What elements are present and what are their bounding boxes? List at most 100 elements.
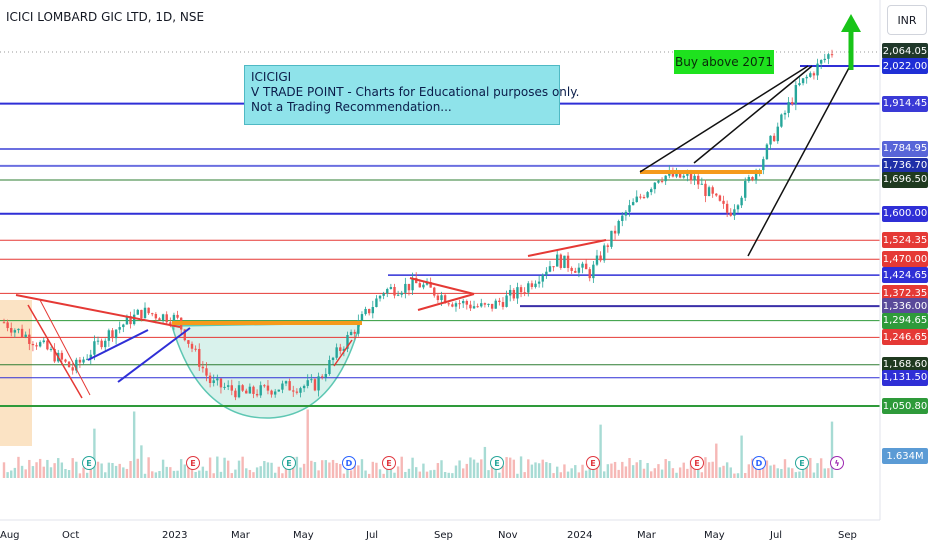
volume-bar xyxy=(733,473,736,478)
candle-body xyxy=(433,287,436,296)
event-marker[interactable]: E xyxy=(186,456,200,470)
candle-body xyxy=(599,255,602,261)
volume-bar xyxy=(765,460,769,478)
candle-body xyxy=(35,345,38,347)
event-marker[interactable]: E xyxy=(586,456,600,470)
volume-bar xyxy=(501,465,505,478)
volume-bar xyxy=(154,472,158,478)
volume-bar xyxy=(461,468,465,478)
candle-body xyxy=(780,114,783,127)
event-marker[interactable]: E xyxy=(382,456,396,470)
candle-body xyxy=(28,334,31,344)
candle-body xyxy=(100,340,103,348)
volume-bar xyxy=(198,470,201,478)
candle-body xyxy=(505,295,508,307)
volume-bar xyxy=(660,469,664,478)
volume-bar xyxy=(574,465,577,478)
candle-body xyxy=(725,203,729,213)
candle-body xyxy=(136,309,139,315)
candle-body xyxy=(78,359,82,363)
candle-body xyxy=(617,221,620,234)
candle-body xyxy=(317,376,320,391)
volume-bar xyxy=(234,469,237,478)
volume-bar xyxy=(31,466,35,478)
annotation-line: ICICIGI xyxy=(251,70,292,84)
event-marker[interactable]: E xyxy=(690,456,704,470)
candle-body xyxy=(798,83,801,86)
volume-bar xyxy=(382,473,385,478)
candle-body xyxy=(306,380,309,386)
candle-body xyxy=(328,360,331,374)
candle-body xyxy=(519,287,523,293)
volume-bar xyxy=(653,468,657,478)
event-marker[interactable]: E xyxy=(82,456,96,470)
volume-bar xyxy=(711,461,714,478)
x-axis-tick: Aug xyxy=(0,530,20,541)
event-marker[interactable]: D xyxy=(752,456,766,470)
candle-body xyxy=(498,300,501,303)
candle-body xyxy=(425,282,429,285)
volume-bar xyxy=(147,457,150,478)
trend-line xyxy=(417,293,475,311)
candle-body xyxy=(707,187,711,197)
volume-bar xyxy=(498,472,501,478)
volume-bar xyxy=(787,467,790,478)
event-marker[interactable]: E xyxy=(282,456,296,470)
volume-bar xyxy=(49,467,53,478)
candle-body xyxy=(371,307,375,314)
volume-bar xyxy=(143,473,147,478)
volume-bar xyxy=(317,470,320,478)
currency-button[interactable]: INR xyxy=(887,5,927,35)
candle-body xyxy=(783,112,787,115)
candle-body xyxy=(429,282,432,288)
candle-body xyxy=(559,254,563,268)
volume-bar xyxy=(429,470,432,478)
volume-bar xyxy=(418,471,422,478)
volume-bar xyxy=(78,473,82,478)
price-level-label: 1,294.65 xyxy=(882,312,928,329)
volume-bar xyxy=(819,458,823,478)
volume-bar xyxy=(89,463,92,478)
candle-body xyxy=(483,303,487,305)
volume-bar xyxy=(581,464,584,478)
volume-bar xyxy=(740,435,743,478)
volume-bar xyxy=(635,462,638,478)
candle-body xyxy=(537,281,541,284)
trend-line xyxy=(409,277,475,295)
event-marker[interactable]: ϟ xyxy=(830,456,844,470)
candle-body xyxy=(548,266,552,272)
candle-body xyxy=(360,314,364,321)
x-axis-tick: May xyxy=(293,530,314,541)
volume-bar xyxy=(57,458,60,478)
candle-body xyxy=(208,375,212,384)
event-marker[interactable]: D xyxy=(342,456,356,470)
volume-bar xyxy=(613,461,617,478)
candle-body xyxy=(158,318,161,321)
candle-body xyxy=(284,381,288,384)
volume-bar xyxy=(161,459,165,478)
candle-body xyxy=(472,306,476,309)
x-axis-tick: Jul xyxy=(366,530,379,541)
candle-body xyxy=(248,386,252,394)
volume-bar xyxy=(621,461,624,478)
volume-bar xyxy=(118,463,121,478)
volume-bar xyxy=(273,472,277,478)
candle-body xyxy=(85,358,89,360)
event-marker[interactable]: E xyxy=(490,456,504,470)
candle-body xyxy=(592,264,595,279)
candle-body xyxy=(613,230,617,234)
candle-body xyxy=(512,289,516,299)
candle-body xyxy=(711,187,714,194)
price-level-label: 1,050.80 xyxy=(882,398,928,414)
volume-bar xyxy=(53,463,56,478)
event-marker[interactable]: E xyxy=(795,456,809,470)
candle-body xyxy=(744,180,747,198)
volume-bar xyxy=(769,465,772,478)
candle-body xyxy=(302,385,306,389)
volume-bar xyxy=(46,459,49,478)
candle-body xyxy=(46,340,49,350)
volume-bar xyxy=(646,463,649,478)
volume-bar xyxy=(617,469,620,478)
candle-body xyxy=(226,385,230,387)
